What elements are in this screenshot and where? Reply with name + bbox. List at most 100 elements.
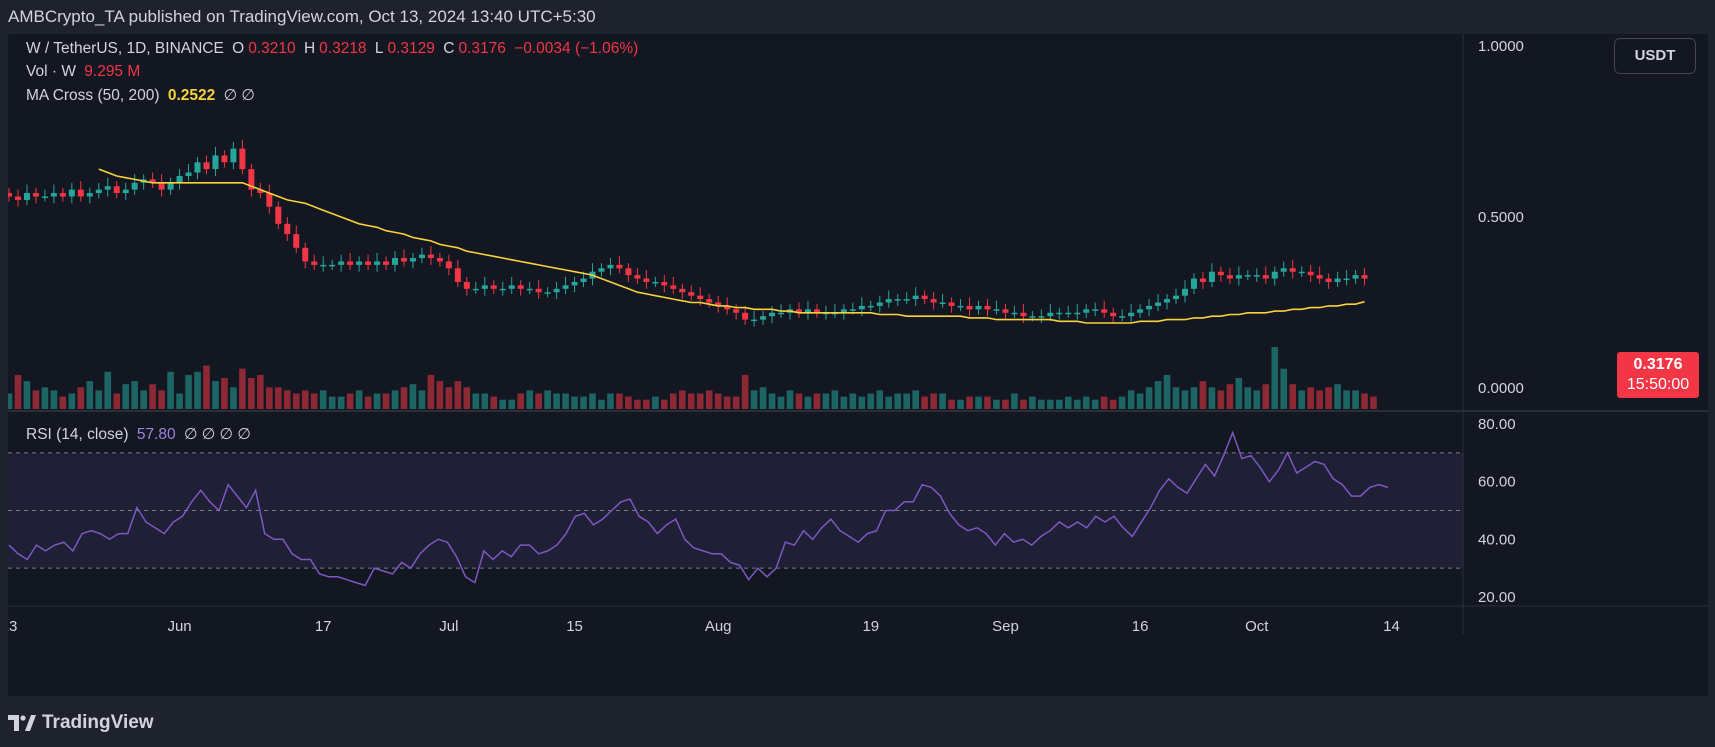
candle-body	[392, 258, 399, 265]
candle-body	[275, 206, 282, 224]
ma-extra: ∅ ∅	[223, 87, 255, 104]
volume-bar	[472, 393, 480, 409]
volume-bar	[8, 393, 13, 409]
volume-bar	[301, 390, 309, 409]
volume-bar	[930, 393, 937, 409]
volume-bar	[849, 393, 857, 409]
volume-bar	[239, 368, 246, 409]
volume-bar	[939, 393, 946, 409]
volume-bar	[1082, 396, 1090, 409]
candle-body	[50, 193, 57, 197]
candle-body	[508, 285, 515, 289]
candle-body	[454, 268, 461, 282]
candle-body	[400, 258, 407, 262]
volume-bar	[1199, 381, 1207, 409]
candle-body	[176, 175, 183, 183]
volume-bar	[589, 393, 596, 409]
candle-body	[68, 189, 75, 197]
candle-body	[320, 264, 327, 267]
candle-body	[1173, 295, 1180, 300]
time-tick-label: 13	[8, 618, 17, 635]
candle-body	[338, 261, 345, 265]
volume-bar	[993, 399, 1000, 409]
candle-body	[374, 261, 381, 265]
volume-bar	[1352, 390, 1359, 409]
volume-bar	[795, 393, 803, 409]
volume-bar	[948, 399, 955, 409]
volume-bar	[1127, 390, 1135, 409]
volume-bar	[275, 387, 282, 409]
volume-bar	[535, 393, 542, 409]
bar-countdown: 15:50:00	[1626, 376, 1690, 393]
volume-bar	[903, 393, 910, 409]
candle-body	[1128, 312, 1135, 317]
candle-body	[194, 162, 201, 173]
volume-bar	[867, 393, 875, 409]
ma-label: MA Cross (50, 200)	[26, 87, 160, 104]
close-value: 0.3176	[458, 40, 506, 57]
volume-bar	[59, 396, 67, 409]
rsi-tick-label: 60.00	[1478, 474, 1516, 491]
volume-bar	[1316, 390, 1323, 409]
price-tick-label: 0.5000	[1478, 209, 1524, 226]
volume-bar	[283, 390, 291, 409]
candle-body	[1235, 275, 1242, 279]
volume-bar	[786, 390, 794, 409]
candle-body	[347, 261, 354, 265]
volume-bar	[490, 396, 498, 409]
open-value: 0.3210	[248, 40, 296, 57]
candle-body	[751, 319, 758, 322]
volume-bar	[1253, 390, 1261, 409]
chart-frame[interactable]: 1.50001.00000.50000.000080.0060.0040.002…	[8, 34, 1708, 696]
volume-bar	[1020, 399, 1027, 409]
candle-body	[1065, 312, 1072, 315]
volume-bar	[616, 393, 623, 409]
volume-bar	[1056, 399, 1063, 409]
volume-bar	[292, 393, 300, 409]
volume-bar	[149, 384, 156, 409]
volume-bar	[1172, 387, 1180, 409]
volume-bar	[696, 393, 704, 409]
volume-bar	[741, 374, 749, 409]
volume-bar	[1307, 387, 1314, 409]
candle-body	[1325, 278, 1332, 282]
tradingview-brand[interactable]: TradingView	[8, 710, 154, 736]
volume-bar	[68, 393, 76, 409]
volume-bar	[975, 396, 982, 409]
volume-bar	[1190, 387, 1198, 409]
volume-bar	[705, 390, 713, 409]
candle-body	[131, 182, 138, 190]
volume-bar	[921, 396, 928, 409]
candle-body	[517, 285, 524, 289]
chart-svg[interactable]: 1.50001.00000.50000.000080.0060.0040.002…	[8, 34, 1708, 696]
volume-bar	[337, 396, 345, 409]
candle-body	[436, 258, 443, 262]
volume-bar	[732, 396, 740, 409]
candle-body	[1155, 302, 1162, 306]
volume-bar	[1280, 368, 1288, 409]
volume-bar	[1208, 387, 1216, 409]
candle-body	[158, 182, 165, 190]
volume-bar	[1271, 347, 1279, 409]
candle-body	[14, 196, 21, 200]
candle-body	[849, 309, 856, 311]
candle-body	[41, 196, 48, 198]
time-tick-label: Sep	[992, 618, 1019, 635]
volume-bar	[1073, 399, 1081, 409]
time-tick-label: Oct	[1245, 618, 1269, 635]
volume-bar	[221, 378, 228, 409]
candle-body	[984, 305, 991, 310]
currency-unit-button[interactable]: USDT	[1614, 38, 1696, 74]
candle-body	[418, 254, 425, 259]
candle-body	[885, 299, 892, 303]
candle-body	[625, 268, 632, 276]
volume-bar	[77, 387, 85, 409]
volume-bar	[113, 393, 121, 409]
volume-bar	[1235, 378, 1243, 409]
rsi-value: 57.80	[136, 426, 176, 443]
volume-bar	[562, 393, 569, 409]
candle-body	[724, 305, 731, 310]
candle-body	[8, 193, 12, 197]
volume-bar	[1334, 384, 1341, 409]
candle-body	[1298, 271, 1305, 274]
